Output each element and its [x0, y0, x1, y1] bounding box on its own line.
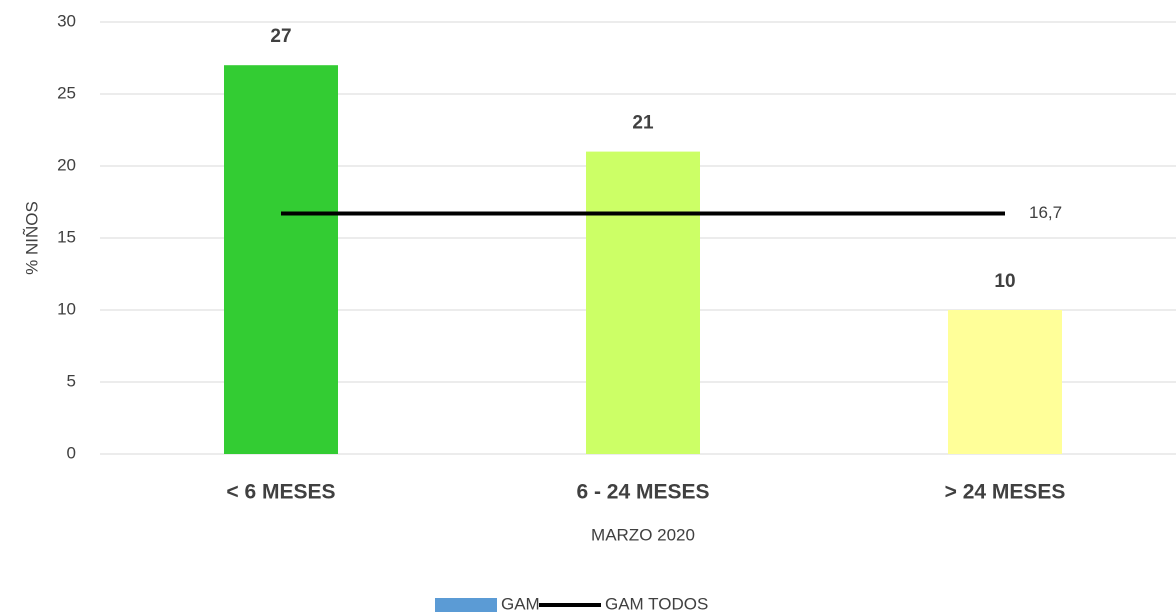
x-axis-title: MARZO 2020: [591, 525, 695, 544]
y-tick-label: 30: [57, 11, 76, 30]
data-label: 27: [270, 26, 291, 47]
y-tick-label: 15: [57, 227, 76, 246]
y-tick-label: 20: [57, 155, 76, 174]
x-tick-label: < 6 MESES: [226, 481, 335, 504]
x-tick-label: > 24 MESES: [945, 481, 1066, 504]
y-tick-label: 0: [67, 443, 76, 462]
bar: [948, 310, 1062, 454]
data-label: 10: [994, 271, 1015, 292]
legend-label: GAM TODOS: [605, 594, 708, 613]
legend-swatch: [435, 598, 497, 612]
x-tick-label: 6 - 24 MESES: [576, 481, 709, 504]
y-tick-label: 10: [57, 299, 76, 318]
bar: [586, 151, 700, 454]
bar: [224, 65, 338, 454]
y-axis-title: % NIÑOS: [22, 201, 41, 275]
legend-label: GAM: [501, 594, 540, 613]
data-label: 16,7: [1029, 203, 1062, 222]
data-label: 21: [632, 113, 654, 134]
y-tick-label: 5: [67, 371, 76, 390]
y-tick-label: 25: [57, 83, 76, 102]
